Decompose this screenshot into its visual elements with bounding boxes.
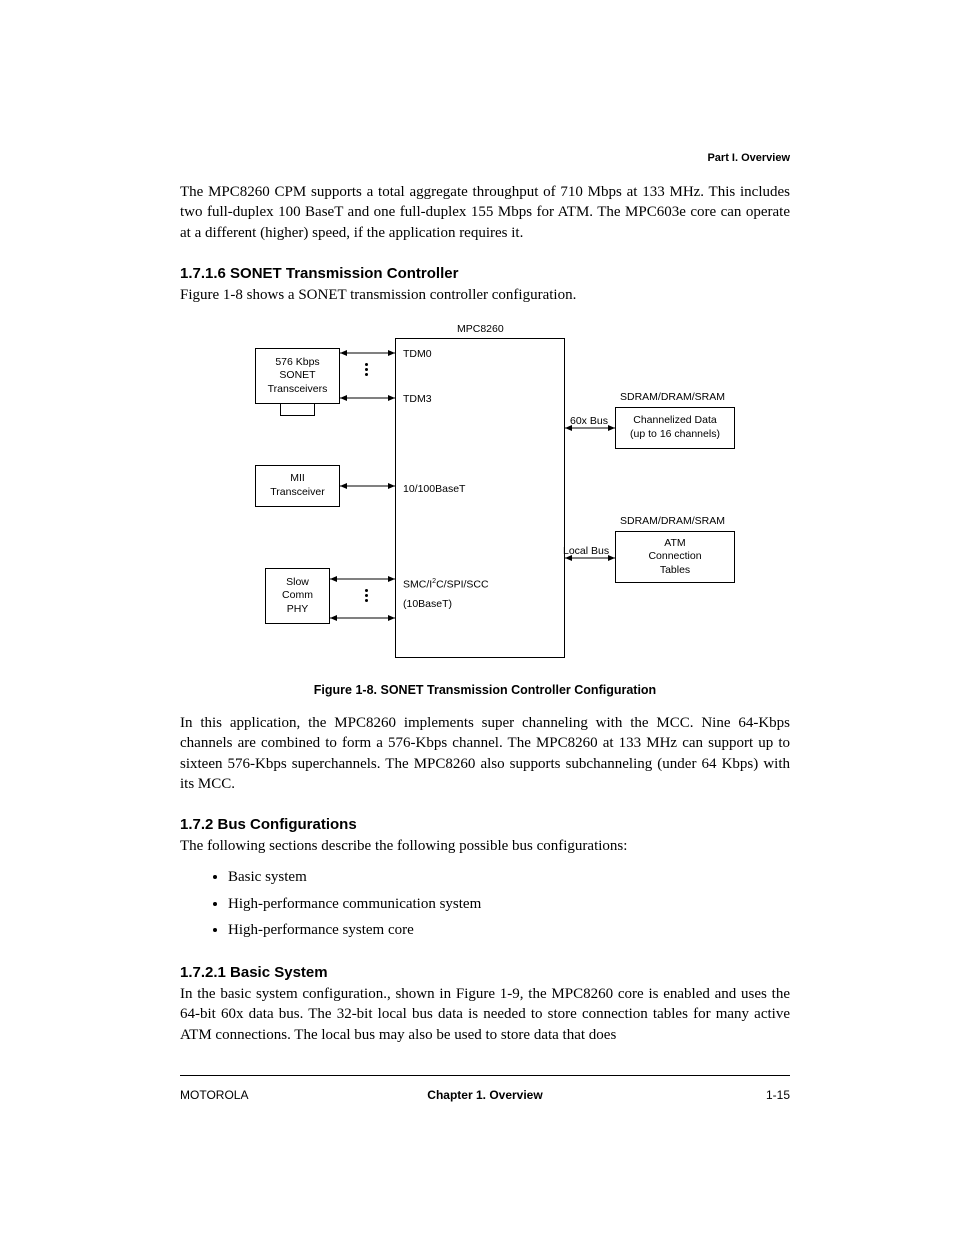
- figure-caption: Figure 1-8. SONET Transmission Controlle…: [180, 683, 790, 697]
- footer-center: Chapter 1. Overview: [180, 1088, 790, 1102]
- para-1721: In the basic system configuration., show…: [180, 984, 790, 1045]
- diagram-connectors: [225, 323, 745, 673]
- list-item: High-performance communication system: [228, 893, 790, 916]
- heading-1721: 1.7.2.1 Basic System: [180, 964, 790, 981]
- footer-right: 1-15: [766, 1088, 790, 1102]
- figure-1-8-diagram: MPC8260 576 Kbps SONET Transceivers MII …: [225, 323, 745, 673]
- bus-config-list: Basic system High-performance communicat…: [228, 866, 790, 942]
- heading-1716: 1.7.1.6 SONET Transmission Controller: [180, 265, 790, 282]
- header-part: Part I. Overview: [707, 152, 790, 164]
- page-content: Part I. Overview The MPC8260 CPM support…: [180, 152, 790, 1045]
- lead-172: The following sections describe the foll…: [180, 836, 790, 856]
- intro-paragraph: The MPC8260 CPM supports a total aggrega…: [180, 182, 790, 243]
- after-fig-para: In this application, the MPC8260 impleme…: [180, 713, 790, 794]
- lead-1716: Figure 1-8 shows a SONET transmission co…: [180, 285, 790, 305]
- footer-rule: [180, 1075, 790, 1076]
- heading-172: 1.7.2 Bus Configurations: [180, 816, 790, 833]
- list-item: Basic system: [228, 866, 790, 889]
- list-item: High-performance system core: [228, 919, 790, 942]
